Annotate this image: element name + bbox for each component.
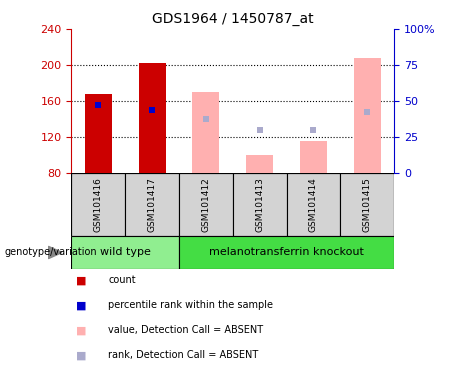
Text: ■: ■	[76, 325, 87, 335]
Bar	[71, 173, 125, 236]
Polygon shape	[48, 247, 62, 259]
Text: GSM101417: GSM101417	[148, 177, 157, 232]
Bar	[71, 236, 179, 269]
Text: rank, Detection Call = ABSENT: rank, Detection Call = ABSENT	[108, 350, 259, 360]
Bar	[179, 236, 394, 269]
Text: GSM101412: GSM101412	[201, 177, 210, 232]
Text: GSM101415: GSM101415	[363, 177, 372, 232]
Text: melanotransferrin knockout: melanotransferrin knockout	[209, 247, 364, 258]
Text: genotype/variation: genotype/variation	[5, 247, 97, 258]
Bar	[179, 173, 233, 236]
Title: GDS1964 / 1450787_at: GDS1964 / 1450787_at	[152, 12, 313, 26]
Bar	[139, 63, 165, 173]
Text: GSM101414: GSM101414	[309, 177, 318, 232]
Bar	[193, 92, 219, 173]
Bar	[125, 173, 179, 236]
Bar	[246, 155, 273, 173]
Text: GSM101413: GSM101413	[255, 177, 264, 232]
Bar	[340, 173, 394, 236]
Bar	[300, 141, 327, 173]
Text: value, Detection Call = ABSENT: value, Detection Call = ABSENT	[108, 325, 263, 335]
Bar	[85, 94, 112, 173]
Text: wild type: wild type	[100, 247, 151, 258]
Text: ■: ■	[76, 275, 87, 285]
Text: ■: ■	[76, 300, 87, 310]
Bar	[233, 173, 287, 236]
Text: count: count	[108, 275, 136, 285]
Text: GSM101416: GSM101416	[94, 177, 103, 232]
Text: percentile rank within the sample: percentile rank within the sample	[108, 300, 273, 310]
Bar	[354, 58, 381, 173]
Bar	[287, 173, 340, 236]
Text: ■: ■	[76, 350, 87, 360]
